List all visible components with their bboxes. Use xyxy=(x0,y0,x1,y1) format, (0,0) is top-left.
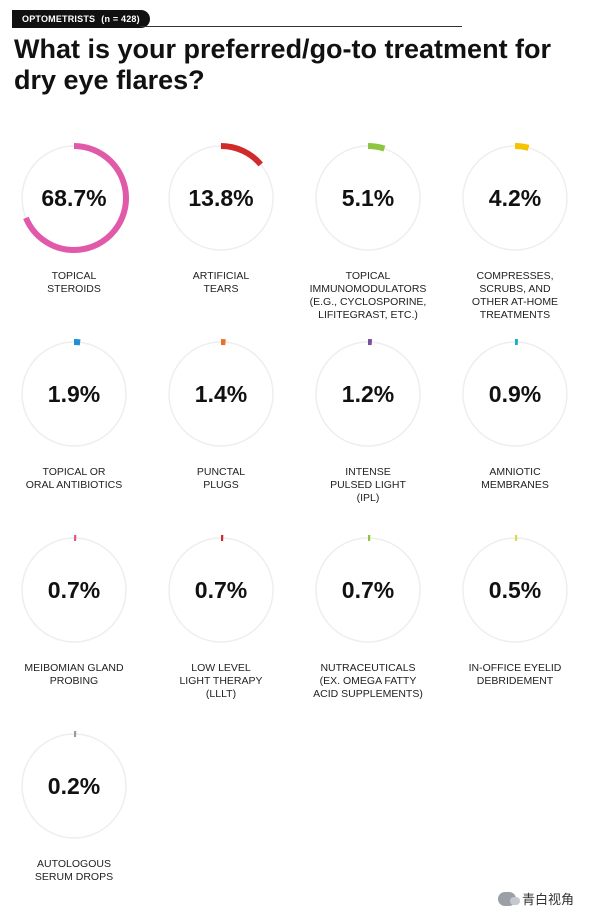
donut-chart xyxy=(19,731,129,841)
treatment-label: AMNIOTIC MEMBRANES xyxy=(481,466,549,491)
donut-card: 0.5% IN-OFFICE EYELID DEBRIDEMENT xyxy=(443,532,587,728)
percentage-value: 68.7% xyxy=(41,185,107,211)
donut-arc xyxy=(313,339,423,449)
percentage-value: 0.7% xyxy=(341,577,395,603)
donut-arc xyxy=(166,339,276,449)
donut-card: 0.7% LOW LEVEL LIGHT THERAPY (LLLT) xyxy=(149,532,293,728)
donut-card: 68.7% TOPICAL STEROIDS xyxy=(2,140,146,336)
treatment-label: MEIBOMIAN GLAND PROBING xyxy=(24,662,124,687)
donut-chart xyxy=(19,143,129,253)
donut-chart xyxy=(313,143,423,253)
percentage-value: 0.5% xyxy=(488,577,542,603)
donut-card: 4.2% COMPRESSES, SCRUBS, AND OTHER AT-HOME T… xyxy=(443,140,587,336)
donut-chart xyxy=(166,535,276,645)
percentage-value: 0.7% xyxy=(47,577,101,603)
percentage-value: 13.8% xyxy=(188,185,254,211)
survey-group-label: OPTOMETRISTS xyxy=(22,14,96,24)
treatment-label: PUNCTAL PLUGS xyxy=(196,466,246,491)
watermark-text: 青白视角 xyxy=(521,892,574,907)
header-divider xyxy=(140,26,462,27)
donut-card: 1.4% PUNCTAL PLUGS xyxy=(149,336,293,532)
donut-chart xyxy=(460,339,570,449)
treatment-label: ARTIFICIAL TEARS xyxy=(192,270,250,295)
percentage-value: 5.1% xyxy=(341,185,395,211)
donut-arc xyxy=(313,535,423,645)
treatment-label: COMPRESSES, SCRUBS, AND OTHER AT-HOME TREAT… xyxy=(471,270,559,321)
donut-arc xyxy=(19,535,129,645)
percentage-value: 1.9% xyxy=(47,381,101,407)
treatment-label: TOPICAL IMMUNOMODULATORS (E.G., CYCLOSPORI… xyxy=(309,270,427,321)
treatment-label: LOW LEVEL LIGHT THERAPY (LLLT) xyxy=(179,662,263,700)
donut-chart xyxy=(460,535,570,645)
donut-arc xyxy=(313,143,423,253)
percentage-value: 4.2% xyxy=(488,185,542,211)
treatment-label: TOPICAL OR ORAL ANTIBIOTICS xyxy=(25,466,123,491)
treatment-label: AUTOLOGOUS SERUM DROPS xyxy=(34,858,114,883)
treatment-label: INTENSE PULSED LIGHT (IPL) xyxy=(330,466,406,504)
donut-arc xyxy=(460,143,570,253)
donut-arc xyxy=(166,143,276,253)
donut-arc xyxy=(19,339,129,449)
donut-arc xyxy=(19,731,129,841)
donut-chart xyxy=(19,535,129,645)
donut-arc xyxy=(460,339,570,449)
donut-card: 0.9% AMNIOTIC MEMBRANES xyxy=(443,336,587,532)
donut-arc xyxy=(166,535,276,645)
percentage-value: 1.4% xyxy=(194,381,248,407)
treatment-label: TOPICAL STEROIDS xyxy=(47,270,101,295)
donut-chart xyxy=(19,339,129,449)
donut-card: 0.7% NUTRACEUTICALS (EX. OMEGA FATTY ACID S… xyxy=(296,532,440,728)
donut-arc xyxy=(19,143,129,253)
donut-card: 1.9% TOPICAL OR ORAL ANTIBIOTICS xyxy=(2,336,146,532)
donut-arc xyxy=(460,535,570,645)
sample-size-label: (n = 428) xyxy=(101,14,140,24)
donut-card: 1.2% INTENSE PULSED LIGHT (IPL) xyxy=(296,336,440,532)
watermark: 青白视角 xyxy=(497,889,574,908)
donut-chart xyxy=(166,339,276,449)
percentage-value: 0.2% xyxy=(47,773,101,799)
donut-card: 5.1% TOPICAL IMMUNOMODULATORS (E.G., CYCLOS… xyxy=(296,140,440,336)
donut-chart xyxy=(166,143,276,253)
percentage-value: 0.9% xyxy=(488,381,542,407)
donut-chart xyxy=(313,535,423,645)
percentage-value: 0.7% xyxy=(194,577,248,603)
donut-card: 0.2% AUTOLOGOUS SERUM DROPS xyxy=(2,728,146,924)
survey-group-badge: OPTOMETRISTS (n = 428) xyxy=(12,10,150,28)
donut-card: 13.8% ARTIFICIAL TEARS xyxy=(149,140,293,336)
chat-bubble-icon xyxy=(497,891,520,906)
treatment-label: NUTRACEUTICALS (EX. OMEGA FATTY ACID SUPPL… xyxy=(313,662,423,700)
chart-title: What is your preferred/go-to treatment f… xyxy=(14,34,552,95)
donut-chart xyxy=(460,143,570,253)
donut-chart xyxy=(313,339,423,449)
percentage-value: 1.2% xyxy=(341,381,395,407)
donut-card: 0.7% MEIBOMIAN GLAND PROBING xyxy=(2,532,146,728)
treatment-label: IN-OFFICE EYELID DEBRIDEMENT xyxy=(468,662,562,687)
